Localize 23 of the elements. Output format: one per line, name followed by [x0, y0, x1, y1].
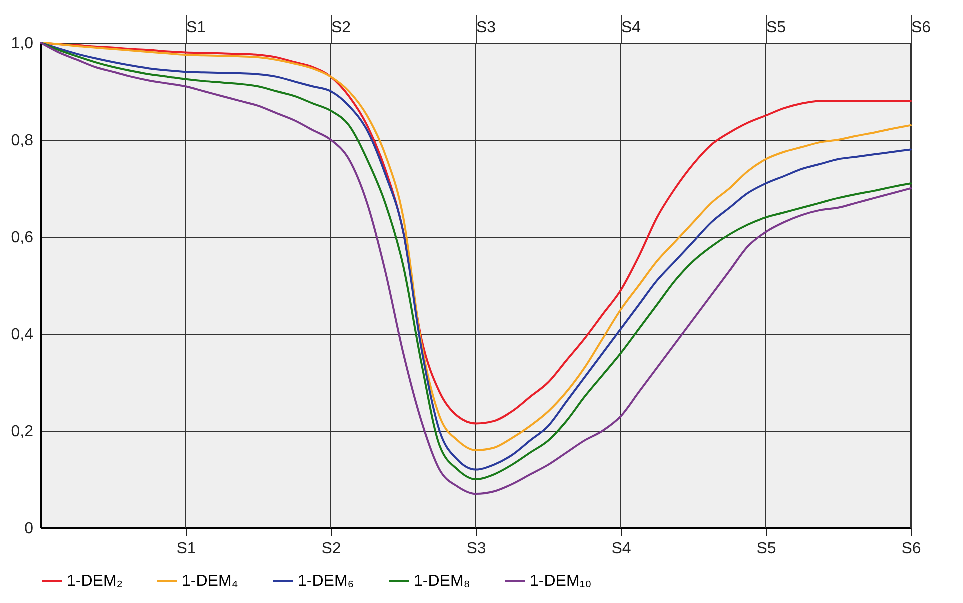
legend-label: 1-DEM₁₀ — [530, 573, 592, 590]
category-label: S1 — [186, 20, 206, 36]
x-tick-label: S2 — [322, 540, 342, 558]
category-label: S4 — [622, 20, 642, 36]
legend-label: 1-DEM₈ — [414, 573, 470, 590]
x-tick-label: S5 — [756, 540, 776, 558]
legend-label: 1-DEM₄ — [182, 573, 238, 590]
legend-label: 1-DEM₂ — [67, 573, 123, 590]
category-label: S6 — [912, 20, 932, 36]
y-tick-label: 0 — [24, 520, 34, 538]
x-tick-label: S3 — [466, 540, 486, 558]
x-tick-label: S6 — [902, 540, 922, 558]
y-tick-label: 0,2 — [11, 424, 34, 440]
legend-label: 1-DEM₆ — [298, 573, 354, 590]
y-tick-label: 1,0 — [11, 36, 34, 52]
x-tick-label: S1 — [176, 540, 196, 558]
category-label: S2 — [332, 20, 352, 36]
y-tick-label: 0,4 — [11, 326, 34, 344]
x-tick-label: S4 — [612, 540, 632, 558]
y-tick-label: 0,8 — [11, 132, 34, 150]
y-tick-label: 0,6 — [11, 230, 34, 246]
category-label: S3 — [476, 20, 496, 36]
category-label: S5 — [766, 20, 786, 36]
